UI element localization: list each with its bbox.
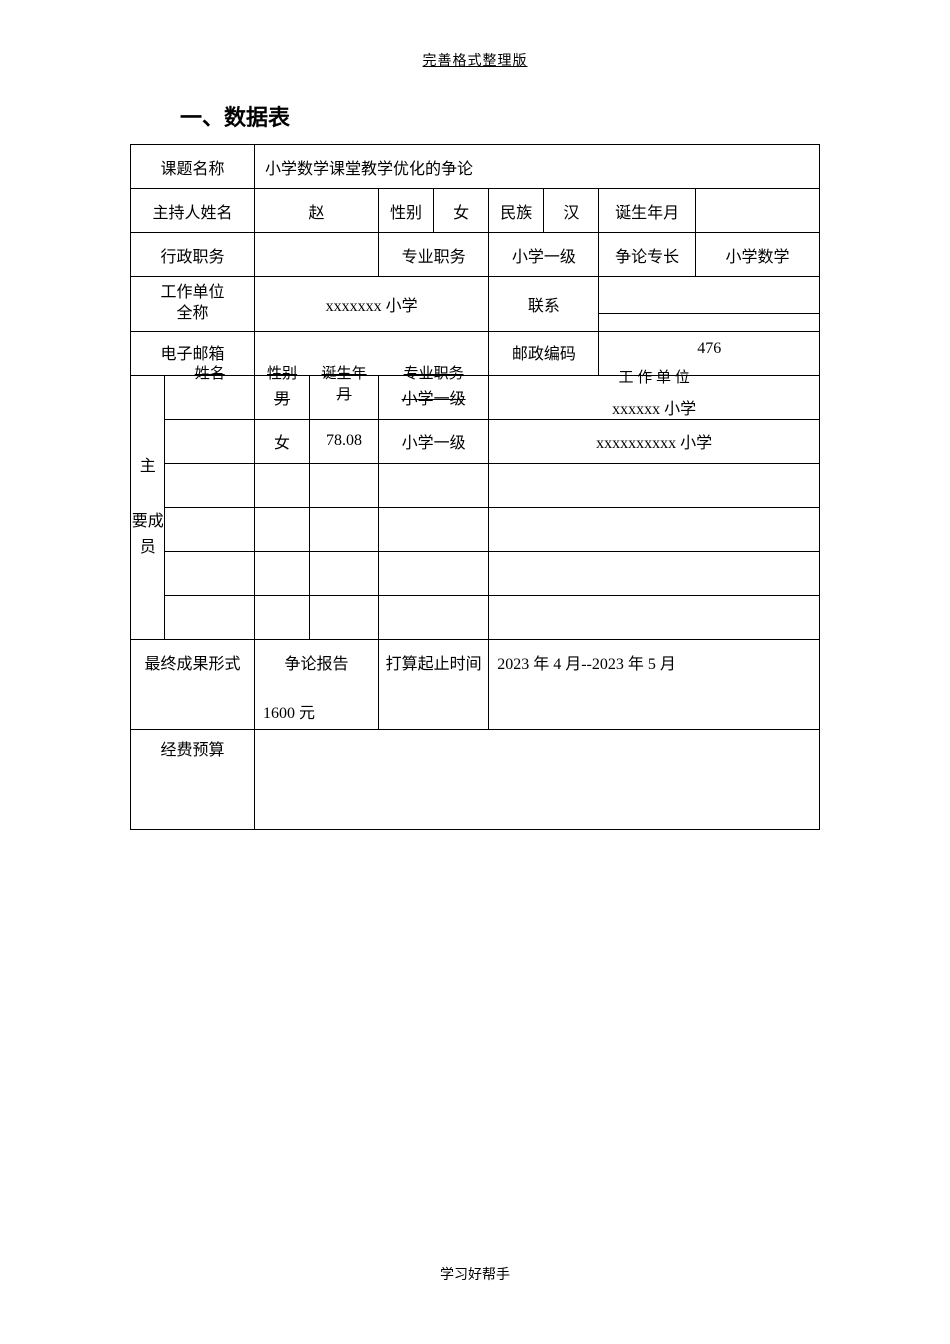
cell-empty-a bbox=[165, 595, 255, 639]
value-plan-time: 2023 年 4 月--2023 年 5 月 bbox=[489, 639, 820, 729]
value-budget: 1600 元 bbox=[263, 699, 315, 723]
label-pro-post: 专业职务 bbox=[379, 233, 489, 277]
value-research-leader: 小学数学 bbox=[695, 233, 819, 277]
cell-member-birth-2 bbox=[310, 463, 379, 507]
label-final-form: 最终成果形式 bbox=[131, 639, 255, 729]
data-table: 课题名称 小学数学课堂教学优化的争论 主持人姓名 赵 性别 女 民族 汉 诞生年… bbox=[130, 144, 820, 830]
label-members: 主 要成 员 bbox=[131, 375, 165, 639]
value-final-form: 争论报告 1600 元 bbox=[255, 639, 379, 729]
value-admin-post bbox=[255, 233, 379, 277]
value-birth bbox=[695, 189, 819, 233]
label-contact: 联系 bbox=[489, 277, 599, 332]
label-m-pro: 专业职务 bbox=[400, 362, 468, 383]
cell-member-pro-4 bbox=[379, 551, 489, 595]
label-admin-post: 行政职务 bbox=[131, 233, 255, 277]
label-m-name: 姓名 bbox=[191, 362, 229, 383]
value-host-name: 赵 bbox=[255, 189, 379, 233]
cell-member-birth-1: 78.08 bbox=[310, 419, 379, 463]
value-pro-post: 小学一级 bbox=[489, 233, 599, 277]
label-research-leader: 争论专长 bbox=[599, 233, 695, 277]
cell-empty-d bbox=[379, 595, 489, 639]
page-footer: 学习好帮手 bbox=[0, 1264, 950, 1284]
cell-member-birth-3 bbox=[310, 507, 379, 551]
label-topic-name: 课题名称 bbox=[131, 145, 255, 189]
label-members-l1: 主 bbox=[131, 454, 164, 480]
label-plan-time: 打算起止时间 bbox=[379, 639, 489, 729]
cell-member-gender-4 bbox=[255, 551, 310, 595]
label-members-l2: 要成 bbox=[131, 509, 164, 535]
label-ethnicity: 民族 bbox=[489, 189, 544, 233]
label-work-unit-full: 工作单位 全称 bbox=[131, 277, 255, 332]
value-budget-area bbox=[255, 729, 820, 829]
value-ethnicity: 汉 bbox=[544, 189, 599, 233]
cell-member-pro-2 bbox=[379, 463, 489, 507]
label-work-unit-full-l1: 工作单位 bbox=[131, 283, 254, 304]
section-title: 一、数据表 bbox=[180, 100, 820, 132]
value-topic-name: 小学数学课堂教学优化的争论 bbox=[255, 145, 820, 189]
value-contact bbox=[599, 277, 820, 332]
cell-member-name-0: 姓名 bbox=[165, 375, 255, 419]
cell-member-birth-4 bbox=[310, 551, 379, 595]
cell-member-pro-1: 小学一级 bbox=[379, 419, 489, 463]
cell-member-name-2 bbox=[165, 463, 255, 507]
cell-member-name-3 bbox=[165, 507, 255, 551]
label-members-l3: 员 bbox=[131, 535, 164, 561]
label-work-unit-full-l2: 全称 bbox=[131, 304, 254, 325]
cell-member-pro-0: 专业职务 小学一级 bbox=[379, 375, 489, 419]
cell-member-birth-0: 诞生年月 bbox=[310, 375, 379, 419]
cell-empty-b bbox=[255, 595, 310, 639]
label-host-name: 主持人姓名 bbox=[131, 189, 255, 233]
page-header: 完善格式整理版 bbox=[130, 50, 820, 70]
label-birth: 诞生年月 bbox=[599, 189, 695, 233]
label-m-gender: 性别 bbox=[263, 362, 301, 383]
cell-member-unit-0: 工 作 单 位 xxxxxx 小学 bbox=[489, 375, 820, 419]
cell-member-unit-3 bbox=[489, 507, 820, 551]
cell-member-unit-4 bbox=[489, 551, 820, 595]
cell-member-pro-3 bbox=[379, 507, 489, 551]
cell-member-name-1 bbox=[165, 419, 255, 463]
cell-member-gender-3 bbox=[255, 507, 310, 551]
label-gender: 性别 bbox=[379, 189, 434, 233]
cell-member-gender-1: 女 bbox=[255, 419, 310, 463]
label-m-workunit: 工 作 单 位 bbox=[614, 366, 693, 387]
cell-member-unit-1: xxxxxxxxxx 小学 bbox=[489, 419, 820, 463]
cell-empty-e bbox=[489, 595, 820, 639]
cell-member-gender-0: 性别 男 bbox=[255, 375, 310, 419]
value-work-unit-full: xxxxxxx 小学 bbox=[255, 277, 489, 332]
cell-member-gender-2 bbox=[255, 463, 310, 507]
label-budget: 经费预算 bbox=[131, 729, 255, 829]
label-m-birth: 诞生年月 bbox=[310, 362, 378, 404]
value-gender: 女 bbox=[434, 189, 489, 233]
cell-member-unit-2 bbox=[489, 463, 820, 507]
cell-member-name-4 bbox=[165, 551, 255, 595]
cell-empty-c bbox=[310, 595, 379, 639]
